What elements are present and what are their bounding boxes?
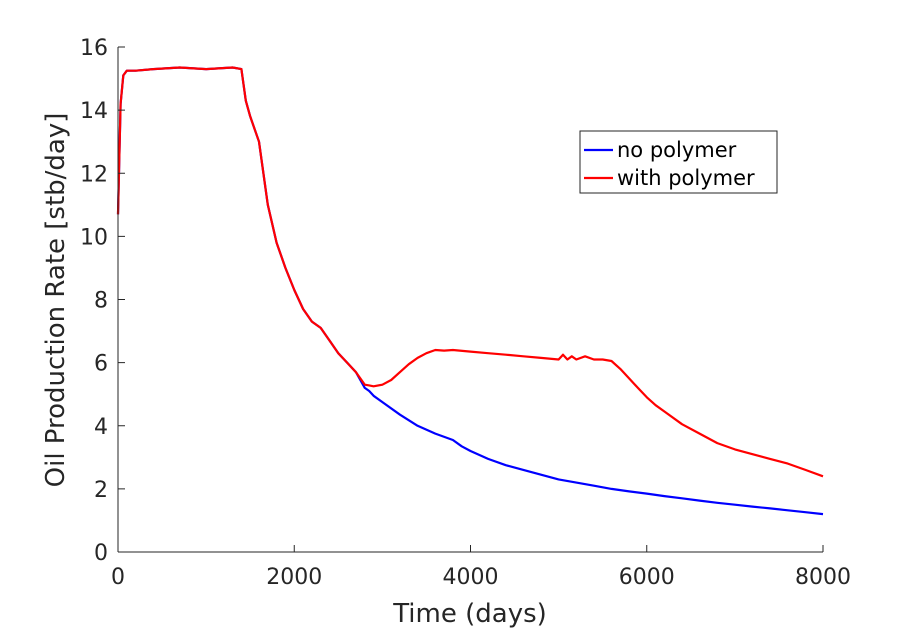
legend-box bbox=[579, 130, 778, 194]
series-line-2 bbox=[116, 66, 824, 478]
y-tick-label: 4 bbox=[94, 415, 108, 440]
y-tick-label: 8 bbox=[94, 289, 108, 314]
y-tick-label: 12 bbox=[80, 162, 108, 187]
y-tick-label: 14 bbox=[80, 99, 108, 124]
y-tick-label: 16 bbox=[80, 36, 108, 61]
y-axis-label: Oil Production Rate [stb/day] bbox=[41, 113, 71, 488]
y-tick-label: 0 bbox=[94, 541, 108, 566]
x-tick-label: 2000 bbox=[266, 565, 322, 590]
legend-entry-1: no polymer bbox=[617, 138, 737, 162]
y-tick-label: 2 bbox=[94, 478, 108, 503]
x-tick-label: 8000 bbox=[795, 565, 851, 590]
legend-entry-2: with polymer bbox=[617, 166, 755, 190]
x-tick-label: 0 bbox=[111, 565, 125, 590]
y-tick-label: 10 bbox=[80, 225, 108, 250]
legend: no polymer with polymer bbox=[579, 130, 778, 194]
axes bbox=[117, 46, 824, 553]
y-tick-label: 6 bbox=[94, 352, 108, 377]
series-layer bbox=[116, 66, 824, 516]
x-axis-label: Time (days) bbox=[392, 599, 547, 629]
x-tick-label: 6000 bbox=[619, 565, 675, 590]
x-tick-label: 4000 bbox=[443, 565, 499, 590]
tick-labels: 0 2000 4000 6000 8000 0 2 4 6 8 10 12 14 16 bbox=[80, 36, 851, 590]
